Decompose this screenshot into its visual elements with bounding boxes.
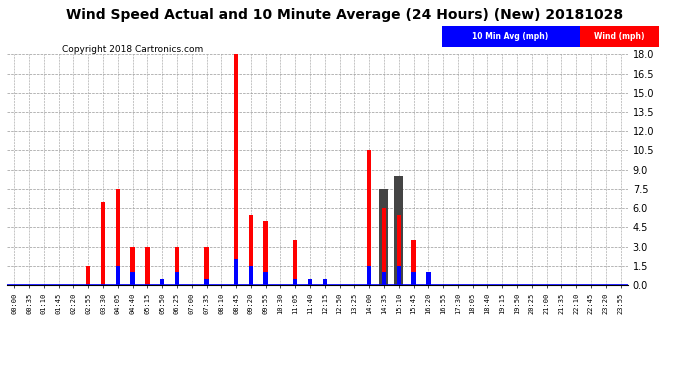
- Bar: [234, 260, 238, 285]
- Bar: [175, 247, 179, 285]
- Bar: [234, 54, 238, 285]
- Bar: [308, 279, 312, 285]
- Bar: [367, 266, 371, 285]
- Bar: [293, 240, 297, 285]
- Bar: [411, 272, 415, 285]
- Bar: [426, 272, 431, 285]
- Text: 10 Min Avg (mph): 10 Min Avg (mph): [473, 32, 549, 41]
- Bar: [397, 266, 401, 285]
- Bar: [382, 208, 386, 285]
- Bar: [293, 279, 297, 285]
- Bar: [115, 266, 120, 285]
- Bar: [248, 266, 253, 285]
- Bar: [367, 150, 371, 285]
- Bar: [160, 279, 164, 285]
- Bar: [308, 279, 312, 285]
- Bar: [397, 214, 401, 285]
- Bar: [426, 272, 431, 285]
- Bar: [145, 247, 150, 285]
- Bar: [130, 247, 135, 285]
- Bar: [115, 189, 120, 285]
- Bar: [322, 279, 327, 285]
- Text: Wind (mph): Wind (mph): [594, 32, 645, 41]
- Bar: [86, 266, 90, 285]
- Bar: [394, 176, 403, 285]
- Bar: [175, 272, 179, 285]
- Bar: [204, 279, 208, 285]
- Bar: [204, 247, 208, 285]
- Bar: [264, 221, 268, 285]
- Bar: [380, 189, 388, 285]
- Bar: [101, 202, 105, 285]
- Bar: [130, 272, 135, 285]
- Bar: [382, 272, 386, 285]
- Bar: [264, 272, 268, 285]
- Bar: [411, 240, 415, 285]
- Bar: [248, 214, 253, 285]
- Text: Wind Speed Actual and 10 Minute Average (24 Hours) (New) 20181028: Wind Speed Actual and 10 Minute Average …: [66, 8, 624, 21]
- Bar: [322, 279, 327, 285]
- Bar: [160, 279, 164, 285]
- Text: Copyright 2018 Cartronics.com: Copyright 2018 Cartronics.com: [62, 45, 204, 54]
